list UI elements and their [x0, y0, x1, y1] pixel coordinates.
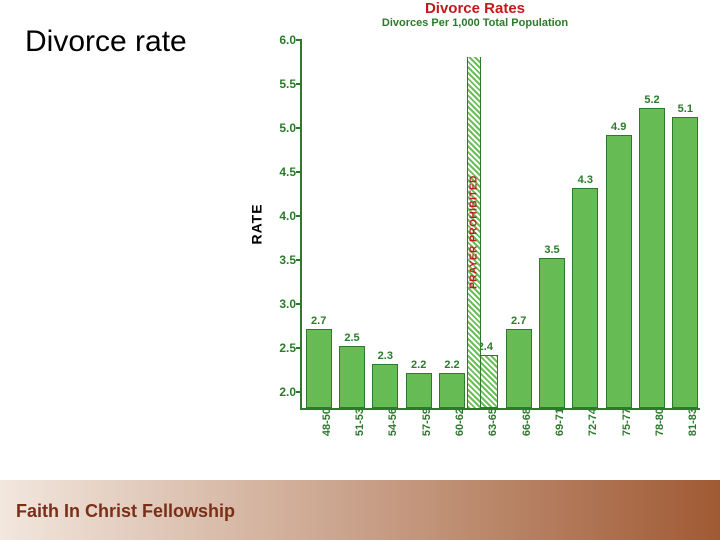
- bar-slot: 2.748-50: [302, 40, 335, 408]
- bar-value-label: 2.7: [302, 315, 335, 327]
- x-tick-label: 54-56: [381, 408, 399, 436]
- y-tick-label: 3.5: [260, 253, 296, 267]
- y-tick-label: 3.0: [260, 297, 296, 311]
- x-tick-label: 72-74: [581, 408, 599, 436]
- x-tick-label: 66-68: [515, 408, 533, 436]
- bar-slot: 5.278-80: [635, 40, 668, 408]
- bar: [506, 329, 532, 408]
- x-tick-label: 60-62: [448, 408, 466, 436]
- bar-slot: 5.181-83: [669, 40, 702, 408]
- x-tick-label: 63-65: [481, 408, 499, 436]
- bar-slot: 2.766-68: [502, 40, 535, 408]
- bar-value-label: 4.3: [569, 174, 602, 186]
- chart-plot: RATE 2.748-502.551-532.354-562.257-592.2…: [300, 40, 700, 410]
- bar: [339, 346, 365, 408]
- bar-value-label: 3.5: [535, 244, 568, 256]
- x-tick-label: 51-53: [348, 408, 366, 436]
- bar-value-label: 5.2: [635, 94, 668, 106]
- bar-slot: 3.569-71: [535, 40, 568, 408]
- bar: [439, 373, 465, 408]
- y-tick-label: 4.5: [260, 165, 296, 179]
- bar-value-label: 2.7: [502, 315, 535, 327]
- bar-value-label: 2.2: [435, 359, 468, 371]
- bar-value-label: 2.5: [335, 332, 368, 344]
- y-tick-label: 2.0: [260, 385, 296, 399]
- x-tick-label: 48-50: [315, 408, 333, 436]
- bar: [606, 135, 632, 408]
- bar-slot: 2.551-53: [335, 40, 368, 408]
- x-tick-label: 75-77: [615, 408, 633, 436]
- footer-text: Faith In Christ Fellowship: [16, 501, 235, 522]
- bar-slot: 2.257-59: [402, 40, 435, 408]
- bar-slot: 4.372-74: [569, 40, 602, 408]
- marker-label: PRAYER PROHIBITED: [469, 175, 480, 289]
- y-tick-label: 2.5: [260, 341, 296, 355]
- y-tick-label: 5.0: [260, 121, 296, 135]
- y-tick-label: 4.0: [260, 209, 296, 223]
- bar: [639, 108, 665, 408]
- bar: [572, 188, 598, 408]
- bar-value-label: 4.9: [602, 121, 635, 133]
- bar: [539, 258, 565, 408]
- bar-value-label: 2.3: [369, 350, 402, 362]
- bar: [306, 329, 332, 408]
- y-tick-label: 5.5: [260, 77, 296, 91]
- bar-value-label: 2.2: [402, 359, 435, 371]
- divorce-rate-chart: Divorce Rates Divorces Per 1,000 Total P…: [240, 0, 710, 460]
- footer-bar: Faith In Christ Fellowship: [0, 480, 720, 540]
- bar-slot: 4.975-77: [602, 40, 635, 408]
- bar: [672, 117, 698, 408]
- chart-subtitle: Divorces Per 1,000 Total Population: [240, 17, 710, 29]
- chart-title: Divorce Rates: [240, 0, 710, 17]
- x-tick-label: 69-71: [548, 408, 566, 436]
- bar-value-label: 5.1: [669, 103, 702, 115]
- prayer-prohibited-marker: PRAYER PROHIBITED: [467, 57, 481, 409]
- x-tick-label: 81-83: [681, 408, 699, 436]
- y-tick-label: 6.0: [260, 33, 296, 47]
- x-tick-label: 57-59: [415, 408, 433, 436]
- x-tick-label: 78-80: [648, 408, 666, 436]
- bar-slot: 2.354-56: [369, 40, 402, 408]
- bar: [406, 373, 432, 408]
- bar-slot: 2.260-62: [435, 40, 468, 408]
- chart-bars: 2.748-502.551-532.354-562.257-592.260-62…: [302, 40, 700, 408]
- slide-title: Divorce rate: [25, 25, 187, 59]
- bar: [372, 364, 398, 408]
